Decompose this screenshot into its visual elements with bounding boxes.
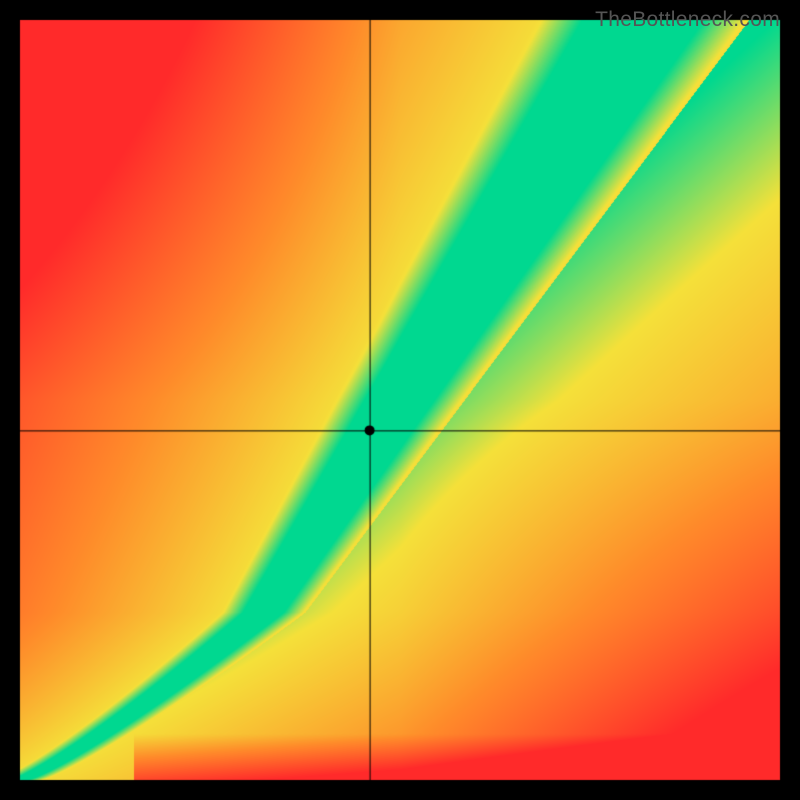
chart-container: TheBottleneck.com	[0, 0, 800, 800]
watermark-text: TheBottleneck.com	[595, 8, 780, 32]
bottleneck-heatmap	[0, 0, 800, 800]
